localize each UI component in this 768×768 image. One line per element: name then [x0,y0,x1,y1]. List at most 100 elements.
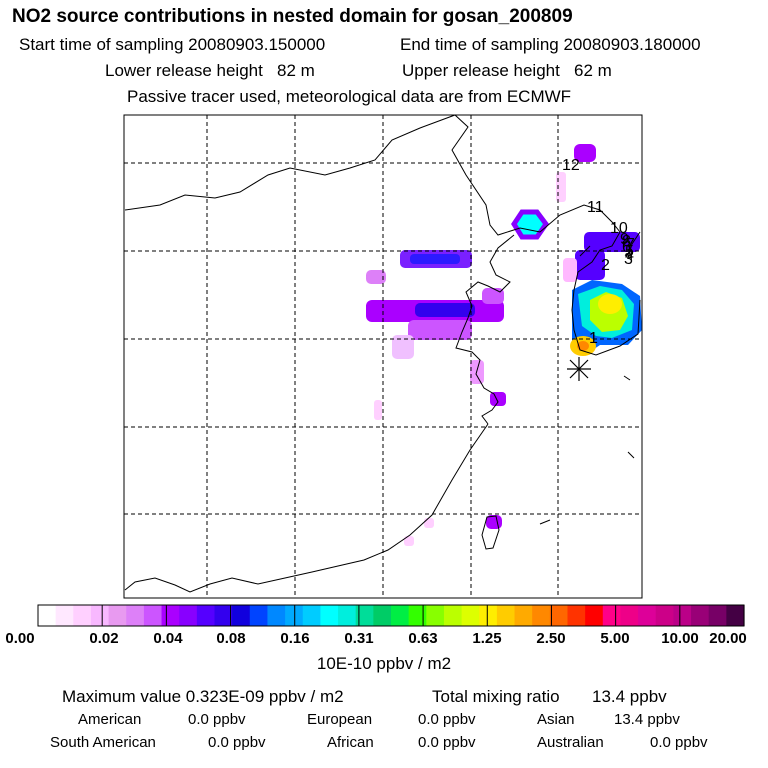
total-mixing-value: 13.4 ppbv [592,687,667,706]
colorbar-swatch [585,605,604,626]
colorbar-tick-label: 0.63 [408,630,438,647]
colorbar-ticks [37,605,745,626]
colorbar-swatch [549,605,569,626]
source-area-label: 6 [622,239,631,256]
south-american-value: 0.0 ppbv [208,734,266,751]
plume-cell [574,144,596,162]
colorbar-tick-label: 0.04 [153,630,183,647]
plume-layer [366,144,642,546]
source-area-label: 11 [587,199,604,216]
map-gridlines [124,115,642,598]
colorbar-swatch [90,605,110,626]
plume-cell [410,254,460,264]
total-mixing-label: Total mixing ratio [432,687,560,706]
colorbar-swatch [161,605,180,626]
colorbar-tick-label: 10.00 [661,630,699,647]
colorbar-swatch [426,605,445,626]
australian-label: Australian [537,734,604,751]
colorbar-swatch [673,605,692,626]
plume-cell [511,209,550,240]
colorbar-tick-label: 0.00 [5,630,35,647]
european-value: 0.0 ppbv [418,711,476,728]
colorbar-swatch [338,605,357,626]
colorbar-swatch [249,605,269,626]
source-area-label: 8 [622,233,631,250]
colorbar-swatch [461,605,480,626]
source-area-label: 4 [625,247,634,264]
colorbar-swatch [302,605,321,626]
plume-cell [584,232,640,252]
source-area-label: 1 [589,330,598,347]
colorbar-swatch [638,605,657,626]
colorbar-swatch [179,605,198,626]
american-label: American [78,711,142,728]
colorbar-tick-label: 1.25 [472,630,502,647]
colorbar-swatch [143,605,163,626]
colorbar-swatch [38,605,57,626]
colorbar-tick-label: 5.00 [600,630,630,647]
source-area-label: 10 [610,220,628,237]
colorbar-swatch [479,605,498,626]
colorbar-swatch [73,605,92,626]
colorbar-swatch [726,605,745,626]
colorbar-swatch [320,605,339,626]
colorbar-swatch [126,605,145,626]
colorbar-units: 10E-10 ppbv / m2 [316,654,452,673]
colorbar-swatch [532,605,551,626]
coastlines [124,114,641,593]
plume-cell [374,400,382,420]
chart-title: NO2 source contributions in nested domai… [12,6,573,27]
colorbar-swatch [196,605,216,626]
source-area-label: 7 [626,236,635,253]
colorbar-swatch [373,605,392,626]
colorbar-tick-label: 2.50 [536,630,566,647]
colorbar-swatch [496,605,516,626]
source-area-label: 9 [620,231,629,248]
plume-cell [575,250,605,280]
note-label: Passive tracer used, meteorological data… [127,87,572,106]
maximum-value-label: Maximum value 0.323E-09 ppbv / m2 [62,687,344,706]
colorbar-swatch [232,605,251,626]
plume-cell [415,303,475,317]
colorbar-swatch [108,605,127,626]
colorbar [38,605,745,626]
plume-cell [563,258,577,282]
colorbar-swatch [55,605,74,626]
plume-cell [392,335,414,359]
colorbar-tick-label: 0.02 [89,630,119,647]
colorbar-swatch [655,605,674,626]
colorbar-swatch [691,605,710,626]
colorbar-swatch [285,605,304,626]
receptor-marker [567,357,591,381]
african-label: African [327,734,374,751]
lower-height-label: Lower release height 82 m [105,61,315,80]
plume-cell [366,270,386,284]
colorbar-tick-label: 20.00 [709,630,747,647]
colorbar-swatch [408,605,427,626]
plume-cell [490,392,506,406]
australian-value: 0.0 ppbv [650,734,708,751]
start-time-label: Start time of sampling 20080903.150000 [19,35,326,54]
colorbar-swatch [267,605,286,626]
source-area-label: 2 [601,257,610,274]
colorbar-swatch [214,605,233,626]
colorbar-swatch [620,605,639,626]
map-frame [123,114,643,599]
source-area-label: 3 [624,251,633,268]
colorbar-swatch [391,605,410,626]
source-area-label: 5 [625,243,634,260]
colorbar-swatch [708,605,727,626]
colorbar-tick-label: 0.16 [280,630,310,647]
european-label: European [307,711,373,728]
asian-label: Asian [537,711,575,728]
colorbar-swatch [602,605,622,626]
plume-cell [404,536,414,546]
source-area-label: 12 [562,157,580,174]
plume-cell [408,320,472,340]
plume-cell [482,288,504,304]
end-time-label: End time of sampling 20080903.180000 [400,35,701,54]
colorbar-swatch [443,605,463,626]
african-value: 0.0 ppbv [418,734,476,751]
